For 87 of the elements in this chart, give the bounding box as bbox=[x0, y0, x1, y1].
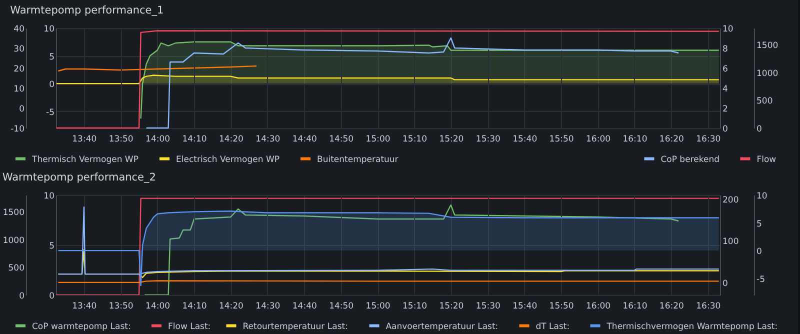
y-tick-label: 4 bbox=[722, 84, 728, 94]
y-tick-label: 5 bbox=[49, 242, 54, 252]
y2-tick-label: 10 bbox=[14, 84, 24, 94]
x-tick-label: 14:40 bbox=[292, 134, 317, 144]
line-series bbox=[144, 204, 680, 296]
y-tick-label: 8 bbox=[722, 44, 728, 54]
y2-tick-label: 1500 bbox=[756, 41, 778, 52]
legend-label: Retourtemperatuur Last: bbox=[242, 322, 348, 332]
legend-label: Thermischvermogen Warmtepomp Last: bbox=[606, 322, 778, 332]
legend-label: Flow Last: bbox=[168, 322, 211, 332]
x-tick-label: 14:40 bbox=[292, 302, 317, 312]
y-tick-label: 100 bbox=[722, 237, 739, 248]
legend-label: Flow bbox=[756, 154, 776, 165]
x-tick-label: 14:50 bbox=[329, 302, 354, 312]
y2-tick-label: 0 bbox=[19, 292, 24, 302]
x-tick-label: 15:40 bbox=[512, 302, 538, 312]
x-tick-label: 15:10 bbox=[402, 134, 427, 144]
x-tick-label: 14:10 bbox=[182, 134, 207, 144]
y2-tick-label: 500 bbox=[756, 96, 773, 107]
x-tick-label: 15:50 bbox=[549, 302, 574, 312]
y-tick-label: 0 bbox=[49, 292, 54, 302]
x-tick-label: 14:30 bbox=[256, 302, 280, 312]
x-tick-label: 13:50 bbox=[108, 134, 134, 144]
y2-tick-label: 1000 bbox=[756, 68, 778, 79]
x-tick-label: 14:00 bbox=[146, 134, 170, 144]
y-tick-label: 200 bbox=[722, 195, 739, 206]
x-tick-label: 13:40 bbox=[72, 302, 97, 312]
y-tick-label: 10 bbox=[722, 24, 734, 34]
y2-tick-label: 20 bbox=[14, 64, 24, 74]
x-tick-label: 15:10 bbox=[402, 302, 427, 312]
x-tick-label: 15:50 bbox=[549, 134, 574, 144]
legend-label: CoP berekend bbox=[660, 154, 720, 165]
chart-title: Warmtepomp performance_2 bbox=[2, 172, 156, 184]
y2-tick-label: 0 bbox=[756, 124, 762, 134]
x-tick-label: 16:30 bbox=[696, 134, 721, 144]
x-tick-label: 14:50 bbox=[329, 134, 354, 144]
x-tick-label: 13:40 bbox=[72, 134, 97, 144]
legend-label: CoP warmtepomp Last: bbox=[32, 322, 131, 332]
y-tick-label: 6 bbox=[722, 64, 728, 74]
legend-label: Aanvoertemperatuur Last: bbox=[386, 322, 498, 332]
y-tick-label: 10 bbox=[44, 24, 54, 34]
y2-tick-label: 1500 bbox=[2, 208, 24, 218]
legend-label: Electrisch Vermogen WP bbox=[176, 154, 280, 165]
y2-tick-label: 40 bbox=[14, 24, 24, 34]
x-tick-label: 15:30 bbox=[476, 302, 500, 312]
x-tick-label: 15:00 bbox=[366, 302, 390, 312]
chart-title: Warmtepomp performance_1 bbox=[10, 4, 164, 16]
y2-tick-label: -10 bbox=[10, 124, 24, 134]
x-tick-label: 15:20 bbox=[439, 134, 464, 144]
line-series bbox=[56, 30, 720, 129]
x-tick-label: 13:50 bbox=[108, 302, 134, 312]
y-tick-label: 2 bbox=[722, 104, 728, 114]
legend-label: dT Last: bbox=[536, 322, 570, 332]
x-tick-label: 15:30 bbox=[476, 134, 500, 144]
x-tick-label: 16:20 bbox=[659, 134, 684, 144]
y-tick-label: -5 bbox=[46, 108, 54, 118]
line-series bbox=[58, 206, 720, 275]
y2-tick-label: 10 bbox=[756, 192, 768, 202]
y-tick-label: 0 bbox=[49, 80, 54, 90]
y2-tick-label: 0 bbox=[19, 104, 24, 114]
x-tick-label: 16:00 bbox=[586, 134, 611, 144]
y2-tick-label: 30 bbox=[14, 44, 24, 54]
line-series bbox=[146, 37, 680, 129]
x-tick-label: 16:30 bbox=[696, 302, 721, 312]
y-tick-label: 0 bbox=[722, 124, 728, 134]
y2-tick-label: 0 bbox=[756, 247, 762, 258]
x-tick-label: 14:20 bbox=[218, 302, 244, 312]
legend-label: Thermisch Vermogen WP bbox=[31, 154, 138, 165]
x-tick-label: 14:00 bbox=[146, 302, 170, 312]
y2-tick-label: -5 bbox=[756, 274, 765, 285]
x-tick-label: 16:20 bbox=[659, 302, 684, 312]
y-tick-label: 10 bbox=[44, 192, 54, 202]
legend-label: Buitentemperatuur bbox=[317, 154, 399, 165]
y-tick-label: 5 bbox=[49, 52, 54, 62]
y-tick-label: 0 bbox=[722, 278, 728, 289]
x-tick-label: 16:00 bbox=[586, 302, 611, 312]
x-tick-label: 14:20 bbox=[218, 134, 244, 144]
x-tick-label: 14:30 bbox=[256, 134, 280, 144]
x-tick-label: 15:20 bbox=[439, 302, 464, 312]
x-tick-label: 16:10 bbox=[622, 134, 648, 144]
x-tick-label: 16:10 bbox=[622, 302, 648, 312]
y2-tick-label: 5 bbox=[756, 219, 762, 230]
y2-tick-label: 500 bbox=[8, 264, 24, 274]
x-tick-label: 15:00 bbox=[366, 134, 390, 144]
x-tick-label: 14:10 bbox=[182, 302, 207, 312]
x-tick-label: 15:40 bbox=[512, 134, 538, 144]
y2-tick-label: 1000 bbox=[2, 236, 24, 246]
